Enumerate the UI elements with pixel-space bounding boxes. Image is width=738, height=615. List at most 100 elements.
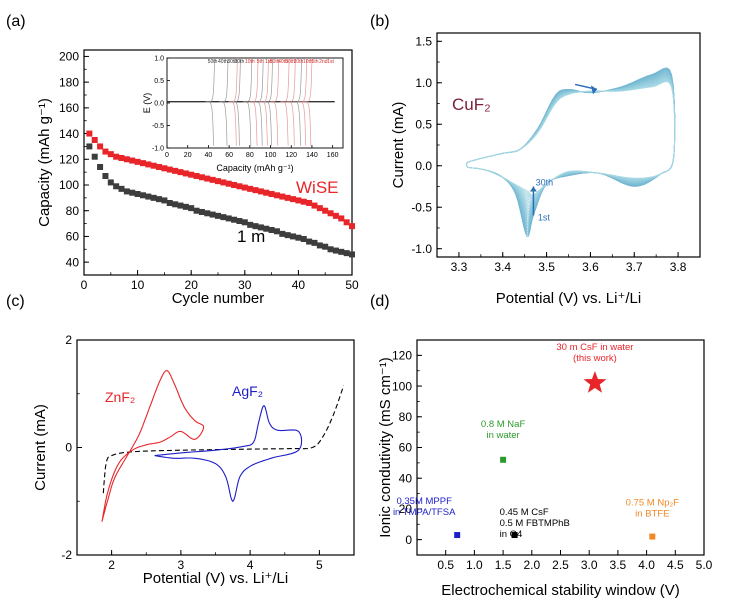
chart-a-inset-curve-1m: [218, 101, 228, 146]
chart-a-point-1-m: [107, 179, 114, 186]
chart-a-inset-ytick-label: -0.5: [152, 123, 164, 130]
chart-a-point-wise: [290, 196, 297, 203]
chart-a-point-1-m: [123, 188, 130, 195]
chart-a-point-wise: [327, 210, 334, 217]
chart-a-inset-curve-wise: [302, 101, 312, 146]
chart-a-point-wise: [322, 207, 329, 214]
chart-d-point-label: 0.35M MPPF: [396, 496, 452, 507]
chart-b-xtick-label: 3.3: [451, 260, 468, 274]
chart-a-inset-cycle-label: 50th: [208, 59, 218, 65]
chart-a-inset-cycle-label: 50th: [270, 59, 280, 65]
chart-a-inset-xtick-label: 0: [165, 152, 169, 159]
chart-d-point-star: [583, 371, 607, 393]
chart-a-point-wise: [161, 165, 168, 172]
chart-a-point-wise: [193, 173, 200, 179]
panel-c: (c) 2 3 4 5 -2 0 2 Potential (V) vs. Li⁺/Li Curre…: [6, 293, 355, 587]
chart-a-point-wise: [166, 166, 173, 173]
chart-a-point-wise: [107, 151, 114, 158]
chart-c-xtick-label: 4: [247, 558, 254, 572]
chart-a-inset-curve-wise: [279, 101, 289, 146]
chart-a-inset-ytick-label: 1.0: [154, 56, 164, 63]
chart-a-inset-cycle-label: 1st: [265, 59, 272, 65]
chart-a-inset-xtick-label: 160: [327, 152, 339, 159]
panel-d: (d) 0.5 1.0 1.5 2.0 2.5 3.0 3.5 4.0 4.5 5.0 0 20 40 60…: [370, 293, 713, 599]
chart-a-point-1-m: [145, 193, 152, 200]
chart-b-cycle-curve: [465, 71, 676, 224]
chart-a-point-1-m: [156, 196, 163, 203]
chart-b-xtick-label: 3.8: [670, 260, 687, 274]
chart-a-point-1-m: [300, 236, 307, 242]
chart-a-point-wise: [188, 171, 195, 178]
chart-a-point-wise: [279, 193, 286, 200]
chart-a-xtick-label: 0: [81, 278, 88, 292]
chart-a-point-wise: [145, 161, 152, 168]
chart-c-ytick-label: 2: [65, 333, 72, 347]
chart-a-point-1-m: [220, 214, 227, 221]
chart-a-xtick-label: 40: [292, 278, 306, 292]
chart-a-point-1-m: [129, 189, 136, 196]
chart-d-xtick-label: 2.5: [552, 558, 569, 572]
chart-a-point-wise: [295, 197, 302, 204]
chart-d-point: [454, 532, 461, 539]
chart-a-point-1-m: [231, 216, 238, 223]
chart-b-ytick-label: -0.5: [411, 200, 432, 214]
panel-label-a: (a): [6, 13, 26, 30]
chart-a-point-1-m: [311, 239, 318, 246]
chart-a-point-1-m: [306, 238, 313, 245]
chart-c-ytick-label: 0: [65, 441, 72, 455]
chart-a-point-1-m: [322, 243, 329, 250]
panel-label-c: (c): [6, 293, 25, 310]
chart-d-ylabel: Ionic condutivity (mS cm⁻¹): [377, 357, 394, 537]
chart-a-point-1-m: [241, 219, 248, 226]
chart-a-point-wise: [177, 169, 184, 176]
chart-a-point-1-m: [332, 247, 339, 254]
chart-a-point-1-m: [252, 223, 259, 230]
chart-a-inset-curve-wise: [297, 101, 307, 146]
chart-b-xlabel: Potential (V) vs. Li⁺/Li: [496, 290, 641, 307]
chart-d-xtick-label: 3.0: [581, 558, 598, 572]
chart-a-series-label-wise: WiSE: [296, 178, 339, 197]
chart-b-cycle-curve: [465, 76, 676, 208]
chart-d-ytick-label: 80: [399, 410, 413, 424]
chart-a-point-1-m: [273, 228, 280, 235]
chart-a-ytick-label: 120: [59, 152, 79, 166]
chart-a-point-wise: [86, 130, 93, 137]
chart-a-ytick-label: 180: [59, 75, 79, 89]
chart-a-point-1-m: [295, 234, 302, 241]
chart-a-point-1-m: [113, 183, 120, 190]
chart-d-ytick-label: 40: [399, 471, 413, 485]
chart-d-ytick-label: 120: [392, 349, 412, 363]
chart-a-inset-curve-wise: [248, 101, 258, 146]
chart-d-xtick-label: 5.0: [696, 558, 713, 572]
chart-a-ytick-label: 140: [59, 127, 79, 141]
chart-a-point-1-m: [150, 194, 157, 201]
chart-a-point-1-m: [215, 212, 221, 219]
chart-d-ytick-label: 60: [399, 441, 413, 455]
chart-d-point-label: in water: [486, 430, 519, 441]
chart-b-ytick-label: 0.5: [415, 117, 432, 131]
chart-a-point-wise: [172, 167, 179, 174]
chart-d-point: [500, 456, 507, 463]
chart-a-point-wise: [134, 158, 141, 165]
chart-d-xtick-label: 0.5: [437, 558, 454, 572]
chart-d-point: [511, 532, 518, 539]
chart-a-point-1-m: [177, 202, 184, 209]
chart-a-point-wise: [311, 202, 318, 209]
chart-a-point-1-m: [236, 218, 243, 224]
chart-b-cycle-curve: [465, 77, 676, 205]
chart-a-point-1-m: [316, 242, 323, 249]
chart-a-inset-curve-wise: [228, 101, 237, 146]
chart-b-cycle-curve: [465, 71, 676, 225]
chart-d-xtick-label: 3.5: [610, 558, 627, 572]
chart-a-inset-ylabel: E (V): [142, 93, 152, 114]
panel-b: (b) 3.3 3.4 3.5 3.6 3.7 3.8 -1.0 -0.5 0.0 0.5 1.0 1.…: [370, 13, 701, 307]
chart-a-point-wise: [257, 188, 264, 195]
chart-c-agf2-curve: [154, 404, 303, 503]
chart-a-point-wise: [231, 182, 238, 188]
chart-a-point-wise: [252, 187, 259, 194]
chart-a-inset-xtick-label: 100: [265, 152, 277, 159]
chart-d-xtick-label: 1.5: [495, 558, 512, 572]
chart-a-inset-xlabel: Capacity (mAh g⁻¹): [216, 163, 293, 173]
chart-a-point-1-m: [161, 197, 168, 204]
